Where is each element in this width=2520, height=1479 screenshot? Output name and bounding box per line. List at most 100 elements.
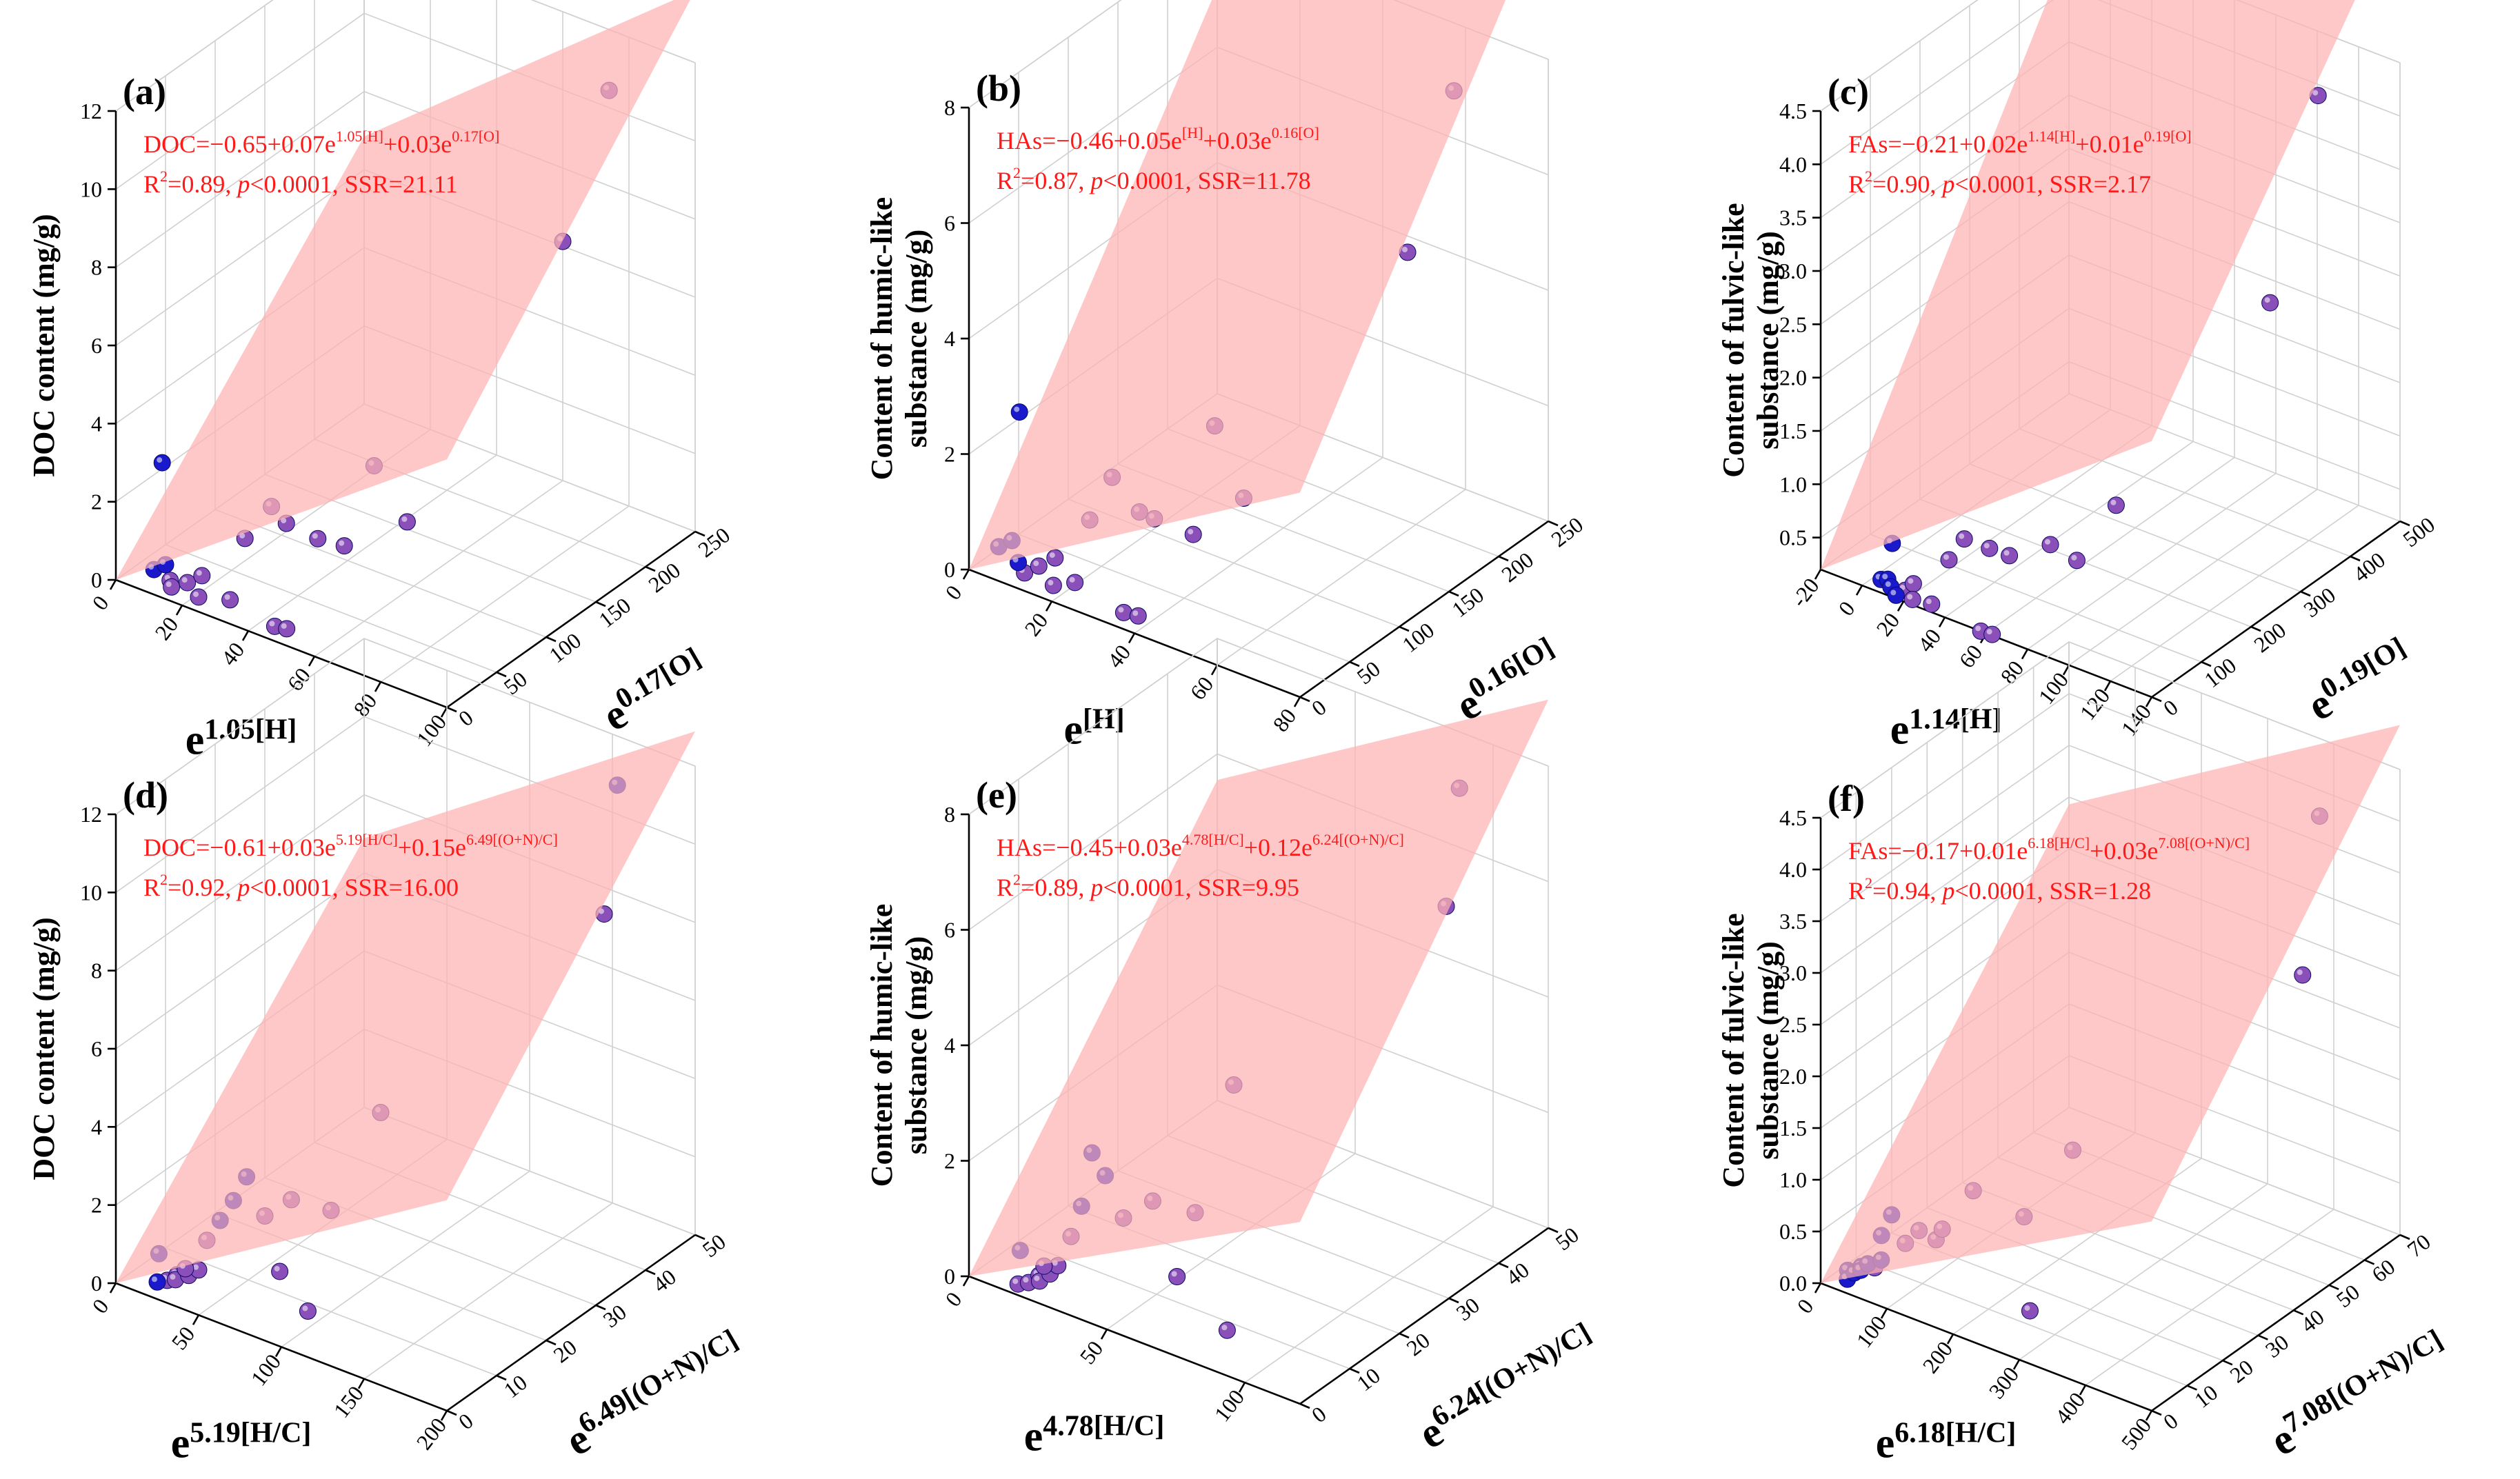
z-tick-label: 0: [944, 557, 955, 582]
data-point-front: [148, 1273, 166, 1291]
z-tick-label: 0.5: [1779, 525, 1807, 550]
x1-tick-mark: [1100, 1329, 1108, 1340]
x1-tick-label: 20: [1871, 608, 1904, 641]
x1-tick-label: 200: [411, 1413, 451, 1454]
z-tick-label: 2.0: [1779, 1064, 1807, 1089]
x1-tick-mark: [357, 1378, 366, 1389]
x2-tick-mark: [2399, 1234, 2410, 1240]
box-outline: [115, 0, 696, 532]
x2-tick-label: 0: [1307, 694, 1331, 721]
data-point-behind-highlight: [1034, 1275, 1040, 1281]
z-tick-label: 0: [944, 1264, 955, 1289]
data-point-behind-highlight: [1012, 1278, 1019, 1285]
x1-tick-label: 60: [1954, 640, 1987, 672]
data-point-front: [1010, 403, 1028, 421]
data-point-behind: [2294, 966, 2312, 984]
data-point-behind: [1904, 575, 1922, 593]
data-point-behind: [190, 588, 208, 606]
x2-tick-label: 30: [2261, 1329, 2293, 1362]
x2-tick-label: 50: [1352, 656, 1385, 689]
x2-axis: [1299, 1227, 1549, 1405]
data-point-behind: [299, 1302, 317, 1320]
x1-axis-label: e1.14[H]: [1890, 704, 2002, 754]
x2-tick-mark: [1399, 625, 1410, 632]
x1-tick-label: 100: [2033, 667, 2073, 709]
z-tick-label: 10: [80, 177, 102, 201]
x2-tick-mark: [2151, 696, 2162, 703]
x2-tick-mark: [2201, 661, 2212, 667]
z-tick-label: 2.0: [1779, 365, 1807, 390]
z-tick-label: 2.5: [1779, 312, 1807, 336]
x1-tick-label: 80: [1995, 656, 2028, 688]
data-point-behind-highlight: [1069, 576, 1075, 583]
z-tick-label: 8: [944, 95, 955, 120]
x1-tick-label: 400: [2050, 1387, 2090, 1429]
fitted-plane: [116, 731, 695, 1283]
data-point-behind-highlight: [181, 577, 188, 583]
data-point-behind: [2068, 552, 2086, 570]
z-tick-label: 8: [91, 255, 102, 280]
data-point-front-highlight: [157, 457, 163, 463]
x2-tick-mark: [2293, 1309, 2304, 1316]
x2-axis: [1299, 520, 1549, 698]
data-point-behind-highlight: [269, 621, 275, 627]
z-tick-label: 6: [944, 211, 955, 236]
data-point-behind-highlight: [193, 591, 199, 597]
data-point-behind-highlight: [1049, 552, 1055, 559]
x1-tick-mark: [962, 569, 970, 580]
x1-tick-mark: [192, 1314, 200, 1325]
x1-tick-label: 100: [1209, 1385, 1249, 1426]
data-point-behind: [163, 578, 181, 596]
x2-tick-label: 30: [599, 1299, 631, 1332]
data-point-behind: [1903, 590, 1921, 608]
x1-tick-mark: [1897, 601, 1905, 612]
x2-tick-label: 10: [2190, 1380, 2222, 1413]
x2-tick-label: 30: [1452, 1292, 1484, 1325]
z-tick-label: 4.0: [1779, 857, 1807, 882]
data-point-behind: [1114, 603, 1132, 621]
x1-tick-label: 200: [1917, 1336, 1957, 1378]
x1-tick-mark: [2012, 1359, 2021, 1370]
x2-tick-mark: [1349, 661, 1360, 667]
z-tick-label: 0: [91, 567, 102, 592]
data-point-behind-highlight: [2110, 499, 2117, 505]
x1-tick-label: 40: [1912, 624, 1946, 656]
z-tick-label: 3.5: [1779, 205, 1807, 230]
data-point-behind: [335, 537, 353, 555]
x1-tick-label: 20: [150, 612, 183, 645]
y-axis-label: Content of fulvic-likesubstance (mg/g): [1717, 913, 1785, 1187]
fit-surface: [1821, 725, 2400, 1283]
data-point-behind-highlight: [1983, 543, 1990, 549]
data-point-behind-highlight: [1986, 629, 1992, 635]
data-point-front-highlight: [152, 1276, 157, 1282]
x2-tick-label: 50: [698, 1229, 730, 1262]
x2-axis-label: e6.24[(O+N)/C]: [1410, 1317, 1606, 1458]
x2-tick-mark: [546, 1339, 557, 1346]
fitted-plane: [969, 0, 1506, 570]
x1-tick-mark: [1045, 601, 1053, 612]
x1-tick-label: 100: [1851, 1311, 1891, 1352]
x1-tick-label: 100: [246, 1349, 286, 1391]
z-tick-label: 4.5: [1779, 99, 1807, 123]
x2-tick-label: 0: [454, 1408, 478, 1434]
fit-statistics: R2=0.89, p<0.0001, SSR=21.11: [143, 168, 458, 198]
data-point-front-highlight: [1014, 406, 1020, 412]
x1-tick-label: -20: [1786, 573, 1824, 612]
z-tick-label: 4: [944, 1033, 955, 1058]
data-point-behind: [1184, 525, 1202, 543]
x2-tick-mark: [2250, 625, 2261, 632]
data-point-front: [1887, 586, 1905, 604]
x1-tick-label: 150: [328, 1381, 368, 1422]
equation: DOC=−0.65+0.07e1.05[H]+0.03e0.17[O]: [143, 128, 499, 158]
data-point-behind-highlight: [274, 1265, 280, 1271]
data-point-behind-highlight: [281, 623, 287, 629]
x1-tick-mark: [440, 1410, 448, 1421]
fit-statistics: R2=0.92, p<0.0001, SSR=16.00: [143, 871, 459, 901]
fitted-plane: [969, 699, 1548, 1276]
data-point-behind: [1030, 557, 1048, 575]
z-tick-label: 1.5: [1779, 1116, 1807, 1140]
z-tick-label: 3.0: [1779, 259, 1807, 283]
z-tick-label: 4: [91, 411, 102, 436]
data-point-behind-highlight: [1132, 610, 1139, 616]
axes: 0 2 4 6 8 0 50 100 0 10 20 30 40 50: [940, 802, 1583, 1427]
